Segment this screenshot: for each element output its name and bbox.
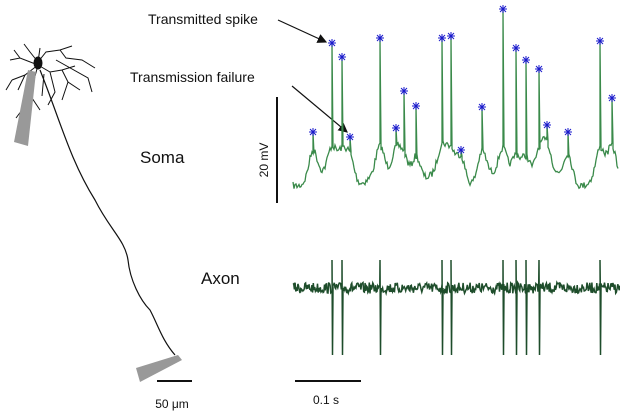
spike-marker: [447, 32, 455, 40]
spike-marker: [346, 133, 354, 141]
annotation: Transmission failure: [130, 69, 255, 85]
spike-marker: [376, 34, 384, 42]
spike-marker: [392, 124, 400, 132]
annotation: Transmitted spike: [148, 11, 258, 27]
spike-marker: [438, 34, 446, 42]
spike-marker: [543, 121, 551, 129]
spike-marker: [412, 102, 420, 110]
spike-marker: [596, 37, 604, 45]
arrow: [291, 85, 348, 133]
scale-label: 0.1 s: [313, 393, 339, 407]
spike-marker: [338, 53, 346, 61]
pipette: [136, 355, 182, 382]
scale-label: 20 mV: [257, 143, 271, 178]
pipette: [14, 70, 36, 146]
soma-trace: [292, 8, 619, 190]
spike-marker: [522, 56, 530, 64]
arrow: [277, 19, 328, 43]
spike-marker: [328, 39, 336, 47]
spike-marker: [564, 128, 572, 136]
trace-label: Axon: [201, 269, 240, 288]
spike-marker: [608, 94, 616, 102]
spike-marker: [535, 65, 543, 73]
spike-marker: [457, 146, 465, 154]
spike-marker: [478, 103, 486, 111]
scale-label: 50 μm: [155, 397, 189, 411]
spike-markers: [309, 5, 616, 154]
spike-marker: [499, 5, 507, 13]
trace-label: Soma: [140, 148, 185, 167]
axon-trace: [292, 259, 620, 356]
spike-marker: [309, 128, 317, 136]
neuron: [5, 43, 176, 356]
spike-marker: [512, 44, 520, 52]
spike-marker: [400, 87, 408, 95]
